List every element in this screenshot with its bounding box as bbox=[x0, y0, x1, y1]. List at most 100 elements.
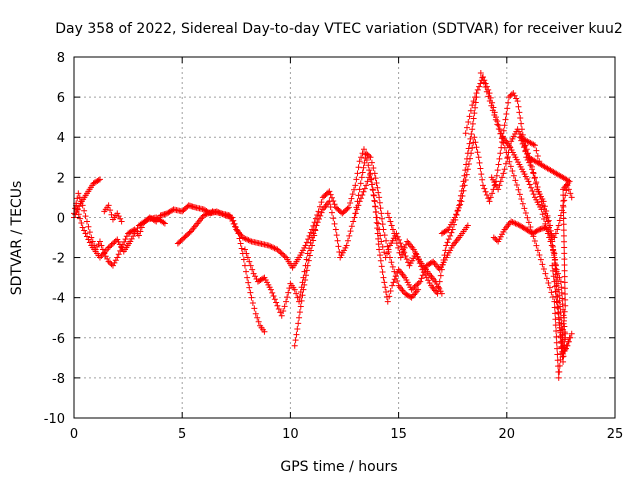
data-point bbox=[470, 115, 477, 122]
data-point bbox=[553, 327, 560, 334]
data-point bbox=[492, 116, 499, 123]
data-point bbox=[247, 262, 254, 269]
data-point bbox=[104, 255, 111, 262]
data-point bbox=[477, 70, 484, 77]
data-point bbox=[474, 149, 481, 156]
data-point bbox=[550, 249, 557, 256]
data-point bbox=[291, 342, 298, 349]
data-point bbox=[555, 314, 562, 321]
data-point bbox=[401, 244, 408, 251]
data-point bbox=[489, 190, 496, 197]
data-point bbox=[203, 211, 210, 218]
data-point bbox=[348, 223, 355, 230]
data-point bbox=[506, 158, 513, 165]
data-point bbox=[112, 257, 119, 264]
data-point bbox=[549, 294, 556, 301]
data-point bbox=[479, 74, 486, 81]
series-track-c bbox=[73, 202, 168, 261]
data-point bbox=[463, 161, 470, 168]
data-point bbox=[560, 203, 567, 210]
data-point bbox=[469, 144, 476, 151]
data-point bbox=[473, 144, 480, 151]
data-point bbox=[565, 338, 572, 345]
data-point bbox=[271, 245, 278, 252]
data-point bbox=[372, 209, 379, 216]
data-point bbox=[443, 242, 450, 249]
data-point bbox=[366, 152, 373, 159]
data-point bbox=[497, 150, 504, 157]
data-point bbox=[295, 320, 302, 327]
data-point bbox=[515, 103, 522, 110]
data-point bbox=[367, 154, 374, 161]
data-point bbox=[301, 281, 308, 288]
data-points bbox=[71, 70, 575, 381]
data-point bbox=[372, 203, 379, 210]
data-point bbox=[407, 293, 414, 300]
data-point bbox=[161, 220, 168, 227]
data-point bbox=[479, 176, 486, 183]
data-point bbox=[318, 209, 325, 216]
data-point bbox=[479, 74, 486, 81]
data-point bbox=[270, 244, 277, 251]
data-point bbox=[94, 243, 101, 250]
data-point bbox=[487, 194, 494, 201]
data-point bbox=[297, 303, 304, 310]
series-track-i bbox=[384, 210, 445, 297]
data-point bbox=[346, 232, 353, 239]
data-point bbox=[265, 242, 272, 249]
data-point bbox=[327, 191, 334, 198]
data-point bbox=[560, 197, 567, 204]
data-point bbox=[244, 254, 251, 261]
data-point bbox=[418, 275, 425, 282]
data-point bbox=[376, 199, 383, 206]
data-point bbox=[134, 225, 141, 232]
data-point bbox=[465, 118, 472, 125]
data-point bbox=[309, 242, 316, 249]
data-point bbox=[524, 214, 531, 221]
data-point bbox=[541, 203, 548, 210]
data-point bbox=[353, 204, 360, 211]
data-point bbox=[280, 251, 287, 258]
data-point bbox=[510, 90, 517, 97]
data-point bbox=[462, 177, 469, 184]
data-point bbox=[109, 240, 116, 247]
data-point bbox=[555, 222, 562, 229]
data-point bbox=[493, 172, 500, 179]
data-point bbox=[351, 214, 358, 221]
data-point bbox=[314, 212, 321, 219]
data-point bbox=[296, 314, 303, 321]
data-point bbox=[467, 155, 474, 162]
data-point bbox=[133, 227, 140, 234]
data-point bbox=[502, 116, 509, 123]
data-point bbox=[494, 167, 501, 174]
data-point bbox=[470, 98, 477, 105]
data-point bbox=[502, 160, 509, 167]
data-point bbox=[508, 91, 515, 98]
data-point bbox=[518, 120, 525, 127]
data-point bbox=[105, 258, 112, 265]
data-point bbox=[527, 224, 534, 231]
data-point bbox=[305, 236, 312, 243]
data-point bbox=[463, 124, 470, 131]
data-point bbox=[557, 350, 564, 357]
data-point bbox=[247, 237, 254, 244]
data-point bbox=[331, 220, 338, 227]
data-point bbox=[485, 195, 492, 202]
data-point bbox=[392, 273, 399, 280]
data-point bbox=[109, 262, 116, 269]
data-point bbox=[252, 310, 259, 317]
data-point bbox=[373, 219, 380, 226]
data-point bbox=[374, 225, 381, 232]
data-point bbox=[349, 191, 356, 198]
data-point bbox=[284, 294, 291, 301]
data-point bbox=[368, 175, 375, 182]
data-point bbox=[244, 274, 251, 281]
data-point bbox=[107, 207, 114, 214]
data-point bbox=[348, 195, 355, 202]
x-tick-label: 25 bbox=[607, 427, 624, 442]
data-point bbox=[352, 210, 359, 217]
data-point bbox=[358, 154, 365, 161]
data-point bbox=[552, 316, 559, 323]
data-point bbox=[462, 167, 469, 174]
data-point bbox=[551, 283, 558, 290]
